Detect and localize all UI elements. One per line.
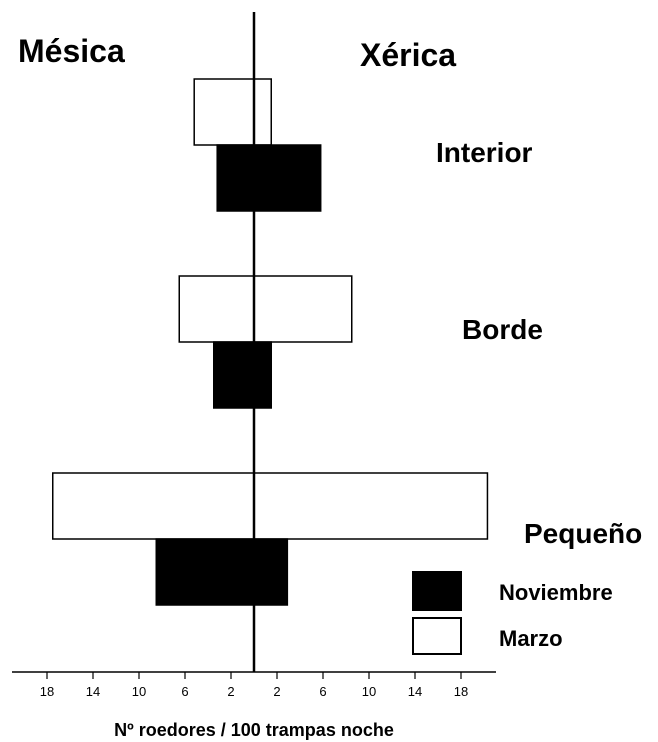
legend-label-noviembre: Noviembre (499, 580, 613, 605)
x-tick-label: 10 (132, 684, 146, 699)
right-side-label: Xérica (360, 37, 456, 73)
legend: Noviembre Marzo (412, 571, 613, 655)
bar-marzo-pequeno (52, 472, 489, 540)
x-tick-label: 2 (227, 684, 234, 699)
group-label-interior: Interior (436, 137, 533, 168)
group-label-borde: Borde (462, 314, 543, 345)
x-tick-label: 14 (86, 684, 100, 699)
bar-noviembre-pequeno (155, 538, 289, 606)
x-tick-label: 14 (408, 684, 422, 699)
x-tick-label: 18 (454, 684, 468, 699)
x-tick-label: 10 (362, 684, 376, 699)
bar-marzo-borde (178, 275, 353, 343)
x-tick-label: 18 (40, 684, 54, 699)
bar-noviembre-borde (213, 341, 272, 409)
x-axis-ticks: 18 14 10 6 2 2 6 10 14 18 (40, 672, 468, 699)
x-axis-title: Nº roedores / 100 trampas noche (114, 720, 394, 740)
x-tick-label: 6 (319, 684, 326, 699)
x-tick-label: 2 (273, 684, 280, 699)
bar-noviembre-interior (216, 144, 322, 212)
legend-label-marzo: Marzo (499, 626, 563, 651)
bars-layer (52, 78, 489, 606)
left-side-label: Mésica (18, 33, 125, 69)
group-label-pequeno: Pequeño (524, 518, 642, 549)
legend-swatch-marzo (412, 617, 462, 655)
legend-swatch-noviembre (412, 571, 462, 611)
bar-marzo-interior (193, 78, 272, 146)
x-tick-label: 6 (181, 684, 188, 699)
